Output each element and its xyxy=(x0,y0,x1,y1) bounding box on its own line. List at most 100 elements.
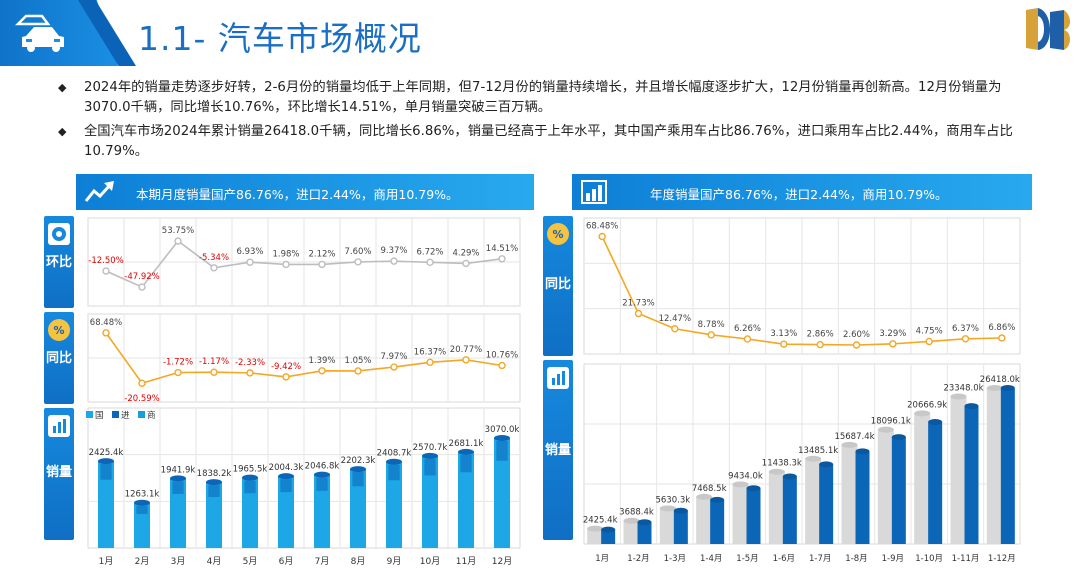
bar-cap xyxy=(891,434,906,441)
bar-cap xyxy=(710,496,725,503)
bar-cap xyxy=(673,507,688,514)
data-label: -12.50% xyxy=(88,256,123,266)
data-label: 2570.7k xyxy=(413,443,448,453)
x-tick-label: 1-11月 xyxy=(952,554,980,564)
bar-chart-icon xyxy=(48,415,70,437)
data-point xyxy=(780,340,788,348)
bar-prev xyxy=(914,413,931,544)
x-tick-label: 1-7月 xyxy=(809,554,831,564)
data-label: 3.29% xyxy=(879,329,906,339)
x-tick-label: 2月 xyxy=(135,556,150,567)
brand-logo xyxy=(1026,8,1070,50)
data-point xyxy=(634,309,643,318)
bar-cap xyxy=(601,526,616,533)
cum-sales-label: 销量 xyxy=(544,443,571,458)
data-label: 1263.1k xyxy=(125,490,160,500)
x-tick-label: 3月 xyxy=(171,556,186,567)
legend-swatch xyxy=(86,411,93,418)
bar-segment xyxy=(424,458,436,476)
bar-prev xyxy=(732,484,749,544)
data-point xyxy=(390,257,398,265)
bar-prev-cap xyxy=(696,493,713,500)
data-label: 11438.3k xyxy=(762,459,802,469)
data-label: -5.34% xyxy=(199,253,229,263)
data-label: 2425.4k xyxy=(583,516,618,526)
bar-prev xyxy=(986,388,1003,544)
legend-swatch xyxy=(138,411,145,418)
data-label: 9.37% xyxy=(380,246,407,256)
series-line xyxy=(105,239,503,289)
data-point xyxy=(462,356,470,364)
bar-prev xyxy=(841,444,858,544)
bar-cap xyxy=(637,519,652,526)
data-label: 4.75% xyxy=(916,326,943,336)
mom-label: 环比 xyxy=(45,255,72,270)
diamond-bullet-icon: ◆ xyxy=(58,125,67,138)
data-label: 7.60% xyxy=(344,247,371,257)
data-point xyxy=(354,258,362,266)
data-label: 20.77% xyxy=(450,345,482,355)
x-tick-label: 9月 xyxy=(387,556,402,567)
data-point xyxy=(102,329,110,337)
data-point xyxy=(498,361,506,370)
bullet-text: 2024年的销量走势逐步好转，2-6月份的销量均低于上年同期，但7-12月份的销… xyxy=(84,80,1002,115)
data-label: 2202.3k xyxy=(341,456,376,466)
x-tick-label: 1-10月 xyxy=(915,554,943,564)
data-point xyxy=(743,335,752,343)
svg-text:%: % xyxy=(552,228,563,241)
data-point xyxy=(246,258,254,266)
page-title: 1.1- 汽车市场概况 xyxy=(138,19,422,58)
data-point xyxy=(426,258,434,267)
data-label: 53.75% xyxy=(162,226,194,236)
x-tick-label: 1-12月 xyxy=(988,554,1016,564)
x-tick-label: 1-4月 xyxy=(700,554,722,564)
bar-cap xyxy=(98,458,114,465)
data-label: 5630.3k xyxy=(655,495,690,505)
x-tick-label: 1-5月 xyxy=(736,554,758,564)
bar-cap xyxy=(458,448,474,455)
legend-swatch xyxy=(112,411,119,418)
bar-cap xyxy=(819,461,834,468)
bullet-item: ◆ 全国汽车市场2024年累计销量26418.0千辆，同比增长6.86%，销量已… xyxy=(58,122,1033,162)
bar xyxy=(928,421,943,544)
data-label: 4.29% xyxy=(452,248,479,258)
data-label: 2.60% xyxy=(843,330,870,340)
data-label: 3070.0k xyxy=(485,425,520,435)
data-label: 2425.4k xyxy=(89,448,124,458)
bar-chart-icon xyxy=(581,180,607,204)
bar-prev-cap xyxy=(950,393,967,400)
bullet-text: 全国汽车市场2024年累计销量26418.0千辆，同比增长6.86%，销量已经高… xyxy=(84,124,1013,159)
x-tick-label: 7月 xyxy=(315,556,330,567)
data-point xyxy=(318,260,326,269)
car-icon xyxy=(14,14,64,52)
bar xyxy=(350,469,366,548)
bar xyxy=(891,437,906,544)
bar-cap xyxy=(242,474,258,481)
bar xyxy=(601,529,616,544)
data-label: -1.72% xyxy=(163,358,193,368)
side-label-mom: 环比 xyxy=(44,216,74,308)
bar-cap xyxy=(206,479,222,486)
side-label-yoy: % 同比 xyxy=(44,312,74,404)
bar xyxy=(98,461,114,548)
bar-segment xyxy=(280,479,292,493)
x-tick-label: 10月 xyxy=(420,556,440,567)
mom-line-chart: -12.50%-47.92% 53.75% -5.34% 6.93% 1.98% 2.12… xyxy=(87,217,521,307)
data-label: 68.48% xyxy=(586,222,618,232)
data-point xyxy=(174,368,182,377)
bar-prev xyxy=(659,508,676,544)
right-panel-banner: 年度销量国产86.76%，进口2.44%，商用10.79%。 xyxy=(572,174,1032,210)
bar xyxy=(964,406,979,544)
data-point xyxy=(816,340,824,349)
bar-segment xyxy=(388,464,400,481)
side-label-sales: 销量 xyxy=(44,408,74,540)
legend-label: 商 xyxy=(147,410,156,421)
percent-icon: % xyxy=(547,223,569,245)
data-label: 1.39% xyxy=(308,356,335,366)
yoy-label: 同比 xyxy=(45,351,72,366)
x-tick-label: 1-3月 xyxy=(664,554,686,564)
bar-segment xyxy=(316,477,328,491)
bar-prev xyxy=(768,471,785,544)
side-label-cum-sales: 销量 xyxy=(543,360,573,540)
